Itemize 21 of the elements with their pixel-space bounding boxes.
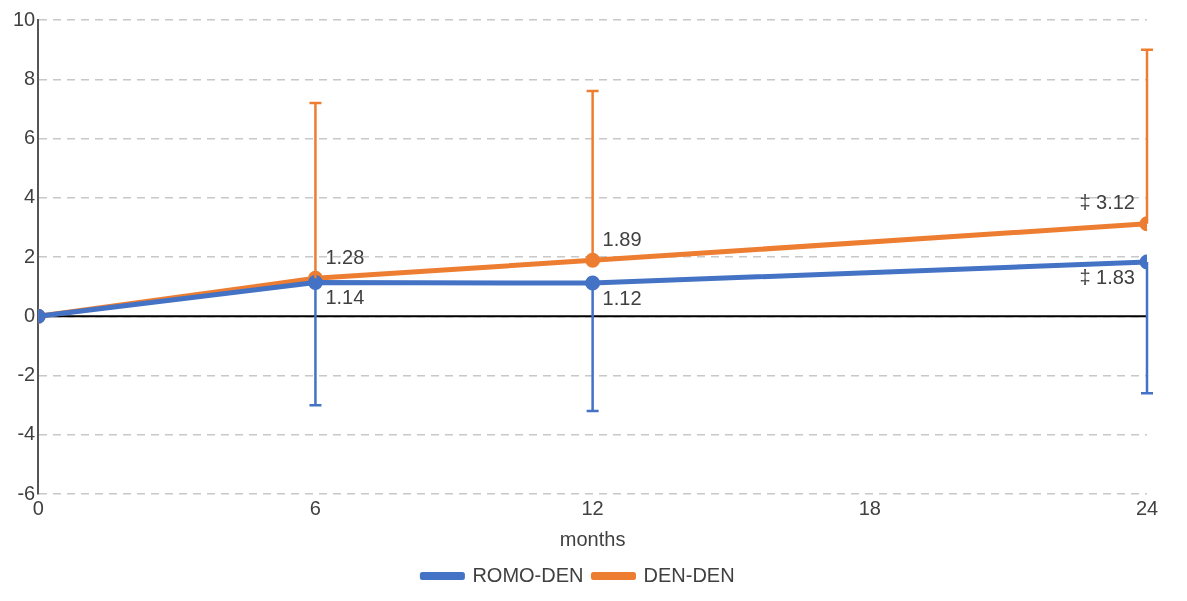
data-label: 1.89 [602,227,642,250]
legend-label: DEN-DEN [643,563,735,586]
y-tick-label: 2 [24,244,36,267]
y-tick-label: 8 [24,66,36,89]
x-tick-label: 6 [309,496,321,519]
data-label: 1.28 [325,245,365,268]
x-tick-label: 24 [1135,496,1159,519]
y-tick-label: 10 [13,7,36,30]
data-label: ‡ 3.12 [1079,191,1135,214]
y-tick-label: 0 [24,303,36,326]
y-tick-label: -2 [17,363,36,386]
y-tick-label: 6 [24,126,36,149]
data-label: 1.14 [325,285,365,308]
y-tick-label: 4 [24,185,36,208]
data-label: ‡ 1.83 [1079,265,1135,288]
y-tick-label: -4 [17,422,36,445]
legend-label: ROMO-DEN [472,563,584,586]
x-axis-title: months [559,527,626,550]
x-tick-label: 18 [858,496,881,519]
x-tick-label: 12 [581,496,604,519]
data-label: 1.12 [602,286,642,309]
